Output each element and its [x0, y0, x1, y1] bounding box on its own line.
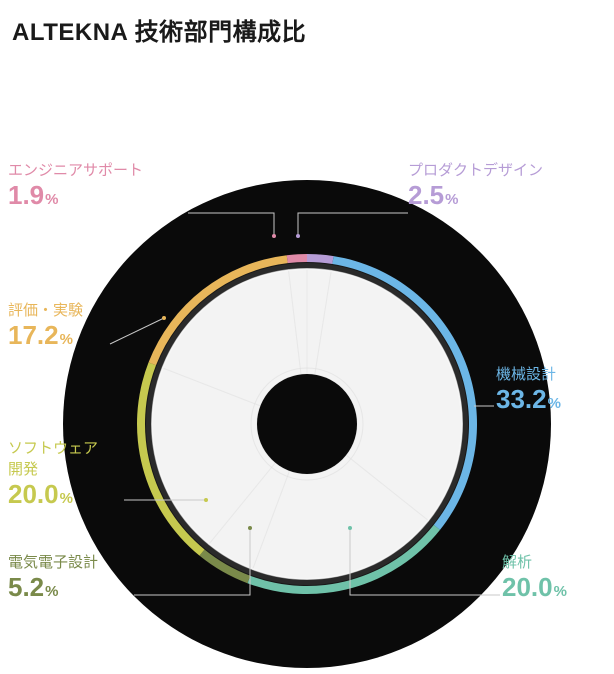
label-text-evaluation: 評価・実験	[8, 300, 83, 321]
label-mechanical: 機械設計33.2%	[496, 364, 561, 414]
label-analysis: 解析20.0%	[502, 552, 567, 602]
chart-title: ALTEKNA 技術部門構成比	[12, 12, 306, 47]
label-value-evaluation: 17.2%	[8, 321, 83, 350]
donut-chart	[63, 180, 551, 673]
label-value-engineer_support: 1.9%	[8, 181, 143, 210]
donut-svg	[63, 180, 551, 668]
label-text-product_design: プロダクトデザイン	[408, 160, 543, 181]
label-text-analysis: 解析	[502, 552, 567, 573]
label-value-analysis: 20.0%	[502, 573, 567, 602]
label-engineer_support: エンジニアサポート1.9%	[8, 160, 143, 210]
label-value-product_design: 2.5%	[408, 181, 543, 210]
label-value-software: 20.0%	[8, 480, 98, 509]
label-software: ソフトウェア 開発20.0%	[8, 438, 98, 509]
label-text-engineer_support: エンジニアサポート	[8, 160, 143, 181]
label-value-mechanical: 33.2%	[496, 385, 561, 414]
label-evaluation: 評価・実験17.2%	[8, 300, 83, 350]
label-text-software: ソフトウェア 開発	[8, 438, 98, 480]
label-value-electrical: 5.2%	[8, 573, 98, 602]
label-electrical: 電気電子設計5.2%	[8, 552, 98, 602]
ring-engineer_support	[287, 254, 307, 263]
center-hole	[257, 374, 357, 474]
label-product_design: プロダクトデザイン2.5%	[408, 160, 543, 210]
label-text-electrical: 電気電子設計	[8, 552, 98, 573]
label-text-mechanical: 機械設計	[496, 364, 561, 385]
